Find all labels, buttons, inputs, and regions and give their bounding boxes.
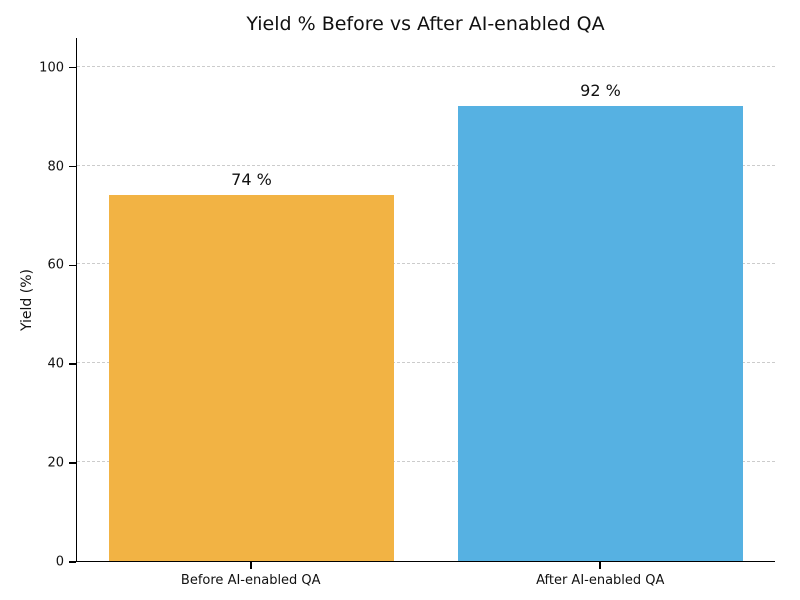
y-tick-mark-60 [69,264,76,267]
y-tick-mark-80 [69,165,76,168]
y-tick-label-80: 80 [47,159,64,175]
x-tick-mark-before [249,562,252,569]
x-tick-mark-after [599,562,602,569]
bar-after [458,106,743,561]
y-tick-label-40: 40 [47,356,64,372]
y-tick-mark-40 [69,363,76,366]
gridline-y-100 [77,65,775,67]
gridline-y-20 [77,461,775,463]
y-tick-label-0: 0 [55,554,64,570]
y-tick-label-60: 60 [47,257,64,273]
y-tick-mark-20 [69,462,76,464]
gridline-y-40 [77,362,775,364]
bar-before [109,195,394,561]
bar-value-label-after: 92 % [580,81,621,101]
y-tick-mark-0 [69,561,76,563]
chart-title: Yield % Before vs After AI-enabled QA [246,13,605,35]
plot-area: 74 % 92 % [76,38,775,562]
x-tick-label-before: Before AI-enabled QA [180,573,321,588]
y-tick-label-100: 100 [39,60,64,76]
bar-value-label-before: 74 % [231,170,272,190]
gridline-y-80 [77,164,775,166]
x-tick-label-after: After AI-enabled QA [536,573,665,588]
y-axis-label: Yield (%) [19,268,35,332]
y-tick-label-20: 20 [47,455,64,471]
gridline-y-60 [77,263,775,265]
y-tick-mark-100 [69,66,76,69]
